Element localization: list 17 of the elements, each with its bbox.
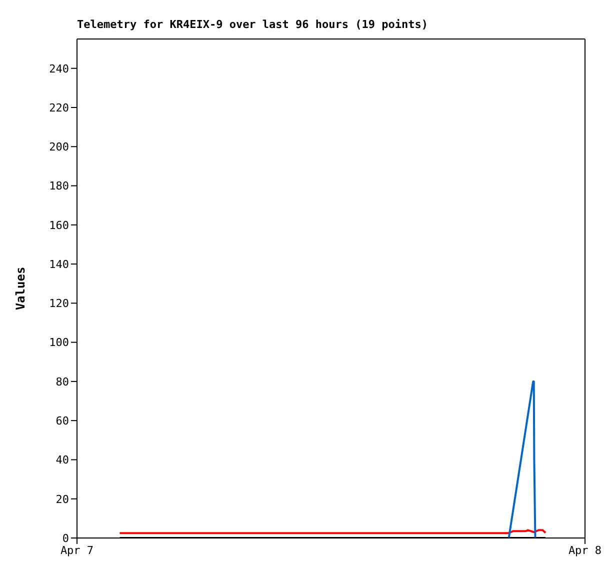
y-tick-label: 0 bbox=[62, 532, 69, 545]
y-tick-label: 240 bbox=[49, 62, 69, 76]
y-tick-label: 140 bbox=[49, 258, 69, 271]
y-tick-label: 120 bbox=[49, 297, 69, 310]
y-tick-label: 80 bbox=[56, 375, 69, 388]
y-axis-title: Values bbox=[13, 266, 28, 310]
y-tick-label: 100 bbox=[49, 336, 69, 350]
chart-title: Telemetry for KR4EIX-9 over last 96 hours (19 points) bbox=[77, 18, 428, 31]
y-tick-label: 160 bbox=[49, 218, 69, 232]
x-tick-label: Apr 8 bbox=[568, 544, 602, 557]
y-tick-label: 200 bbox=[49, 140, 69, 154]
x-tick-label: Apr 7 bbox=[60, 544, 94, 557]
y-tick-label: 40 bbox=[56, 454, 69, 467]
y-tick-label: 60 bbox=[56, 414, 69, 428]
y-tick-label: 180 bbox=[49, 180, 69, 193]
y-tick-label: 220 bbox=[49, 101, 69, 114]
y-tick-label: 20 bbox=[56, 492, 69, 506]
